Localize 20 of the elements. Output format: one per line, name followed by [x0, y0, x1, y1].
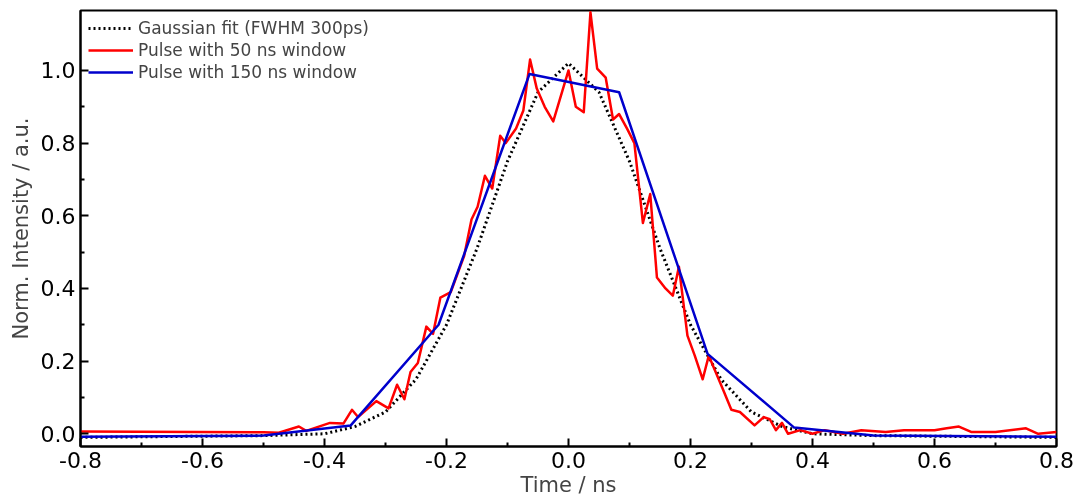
y-axis-title: Norm. Intensity / a.u.	[8, 117, 33, 340]
x-tick-label: 0.4	[795, 447, 831, 473]
y-tick-label: 1.0	[40, 58, 76, 84]
x-tick-label: 0.8	[1039, 447, 1074, 473]
x-tick-label: 0.2	[673, 447, 709, 473]
y-tick-label: 0.0	[40, 421, 76, 447]
x-tick-label: -0.8	[59, 447, 102, 473]
y-tick-label: 0.2	[40, 349, 76, 375]
x-tick-label: -0.2	[425, 447, 468, 473]
legend-label: Pulse with 50 ns window	[138, 40, 347, 60]
x-axis-title: Time / ns	[519, 472, 617, 497]
x-tick-label: 0.6	[917, 447, 953, 473]
x-tick-label: -0.6	[181, 447, 224, 473]
legend-label: Gaussian fit (FWHM 300ps)	[138, 18, 369, 38]
x-tick-label: -0.4	[303, 447, 346, 473]
x-tick-label: 0.0	[551, 447, 587, 473]
legend-label: Pulse with 150 ns window	[138, 62, 358, 82]
y-tick-label: 0.4	[40, 276, 76, 302]
y-tick-label: 0.6	[40, 203, 76, 229]
y-tick-label: 0.8	[40, 131, 76, 157]
